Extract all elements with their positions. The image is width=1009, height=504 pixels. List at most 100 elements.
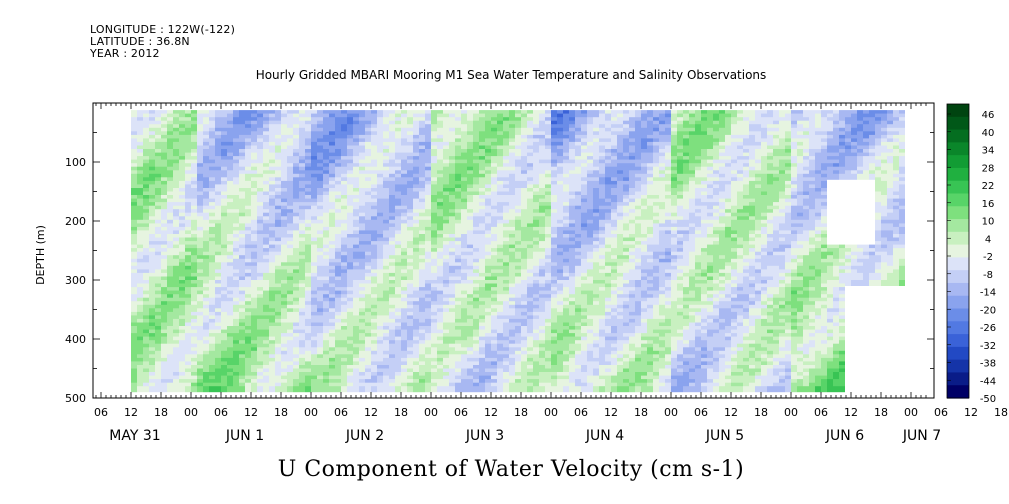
heatmap-cell [473, 265, 479, 272]
heatmap-cell [503, 287, 509, 294]
heatmap-cell [455, 166, 461, 173]
heatmap-cell [377, 280, 383, 286]
heatmap-cell [221, 237, 227, 244]
heatmap-cell [143, 382, 149, 389]
heatmap-cell [209, 283, 215, 290]
heatmap-cell [269, 237, 275, 244]
heatmap-cell [323, 209, 329, 216]
heatmap-cell [263, 184, 269, 191]
heatmap-cell [413, 141, 419, 148]
heatmap-cell [137, 237, 143, 244]
heatmap-cell [263, 216, 269, 223]
heatmap-cell [473, 149, 479, 155]
heatmap-cell [467, 177, 473, 184]
heatmap-cell [419, 375, 425, 382]
heatmap-cell [425, 297, 431, 304]
heatmap-cell [275, 326, 281, 332]
heatmap-cell [497, 347, 503, 354]
heatmap-cell [491, 202, 497, 209]
heatmap-cell [161, 177, 167, 184]
heatmap-cell [317, 347, 323, 354]
heatmap-cell [449, 258, 455, 265]
heatmap-cell [461, 379, 467, 386]
heatmap-cell [155, 322, 161, 329]
heatmap-cell [431, 223, 437, 230]
heatmap-cell [233, 276, 239, 283]
heatmap-cell [467, 120, 473, 127]
heatmap-cell [479, 276, 485, 283]
heatmap-cell [167, 149, 173, 155]
heatmap-cell [383, 262, 389, 269]
heatmap-cell [179, 382, 185, 389]
heatmap-cell [155, 223, 161, 230]
heatmap-cell [437, 188, 443, 194]
heatmap-cell [365, 350, 371, 357]
heatmap-cell [179, 357, 185, 364]
heatmap-cell [257, 141, 263, 148]
heatmap-cell [281, 120, 287, 127]
heatmap-cell [287, 184, 293, 191]
heatmap-cell [479, 138, 485, 145]
heatmap-cell [479, 237, 485, 244]
heatmap-cell [479, 318, 485, 325]
heatmap-cell [491, 163, 497, 170]
heatmap-cell [383, 145, 389, 152]
heatmap-cell [263, 226, 269, 233]
heatmap-cell [335, 152, 341, 159]
heatmap-cell [287, 297, 293, 304]
heatmap-cell [155, 315, 161, 322]
heatmap-cell [191, 318, 197, 325]
heatmap-cell [149, 375, 155, 382]
heatmap-cell [209, 237, 215, 244]
heatmap-cell [137, 191, 143, 198]
heatmap-cell [263, 110, 269, 117]
heatmap-cell [287, 347, 293, 354]
heatmap-cell [467, 308, 473, 315]
heatmap-cell [479, 219, 485, 226]
heatmap-cell [131, 145, 137, 152]
heatmap-cell [209, 138, 215, 145]
heatmap-cell [185, 301, 191, 308]
heatmap-cell [383, 198, 389, 205]
heatmap-cell [335, 202, 341, 209]
heatmap-cell [221, 131, 227, 138]
heatmap-cell [467, 372, 473, 378]
heatmap-cell [305, 280, 311, 286]
heatmap-cell [143, 357, 149, 364]
heatmap-cell [443, 372, 449, 378]
heatmap-cell [191, 276, 197, 283]
heatmap-cell [419, 134, 425, 141]
heatmap-cell [389, 262, 395, 269]
heatmap-cell [467, 382, 473, 389]
heatmap-cell [185, 127, 191, 134]
heatmap-cell [275, 365, 281, 371]
heatmap-cell [467, 354, 473, 361]
heatmap-cell [425, 354, 431, 361]
heatmap-cell [293, 131, 299, 138]
heatmap-cell [239, 163, 245, 170]
heatmap-cell [227, 280, 233, 286]
heatmap-cell [383, 315, 389, 322]
heatmap-cell [437, 354, 443, 361]
heatmap-cell [281, 110, 287, 117]
heatmap-cell [365, 195, 371, 201]
heatmap-cell [329, 333, 335, 340]
heatmap-cell [167, 315, 173, 322]
heatmap-cell [245, 173, 251, 180]
heatmap-cell [185, 368, 191, 375]
heatmap-cell [365, 258, 371, 265]
heatmap-cell [239, 202, 245, 209]
heatmap-cell [353, 357, 359, 364]
heatmap-cell [305, 202, 311, 209]
heatmap-cell [185, 283, 191, 290]
heatmap-cell [413, 290, 419, 297]
heatmap-cell [461, 262, 467, 269]
heatmap-cell [359, 354, 365, 361]
heatmap-cell [299, 226, 305, 233]
heatmap-cell [437, 120, 443, 127]
heatmap-cell [377, 276, 383, 283]
heatmap-cell [431, 255, 437, 262]
heatmap-cell [167, 347, 173, 354]
heatmap-cell [269, 244, 275, 251]
heatmap-cell [251, 131, 257, 138]
